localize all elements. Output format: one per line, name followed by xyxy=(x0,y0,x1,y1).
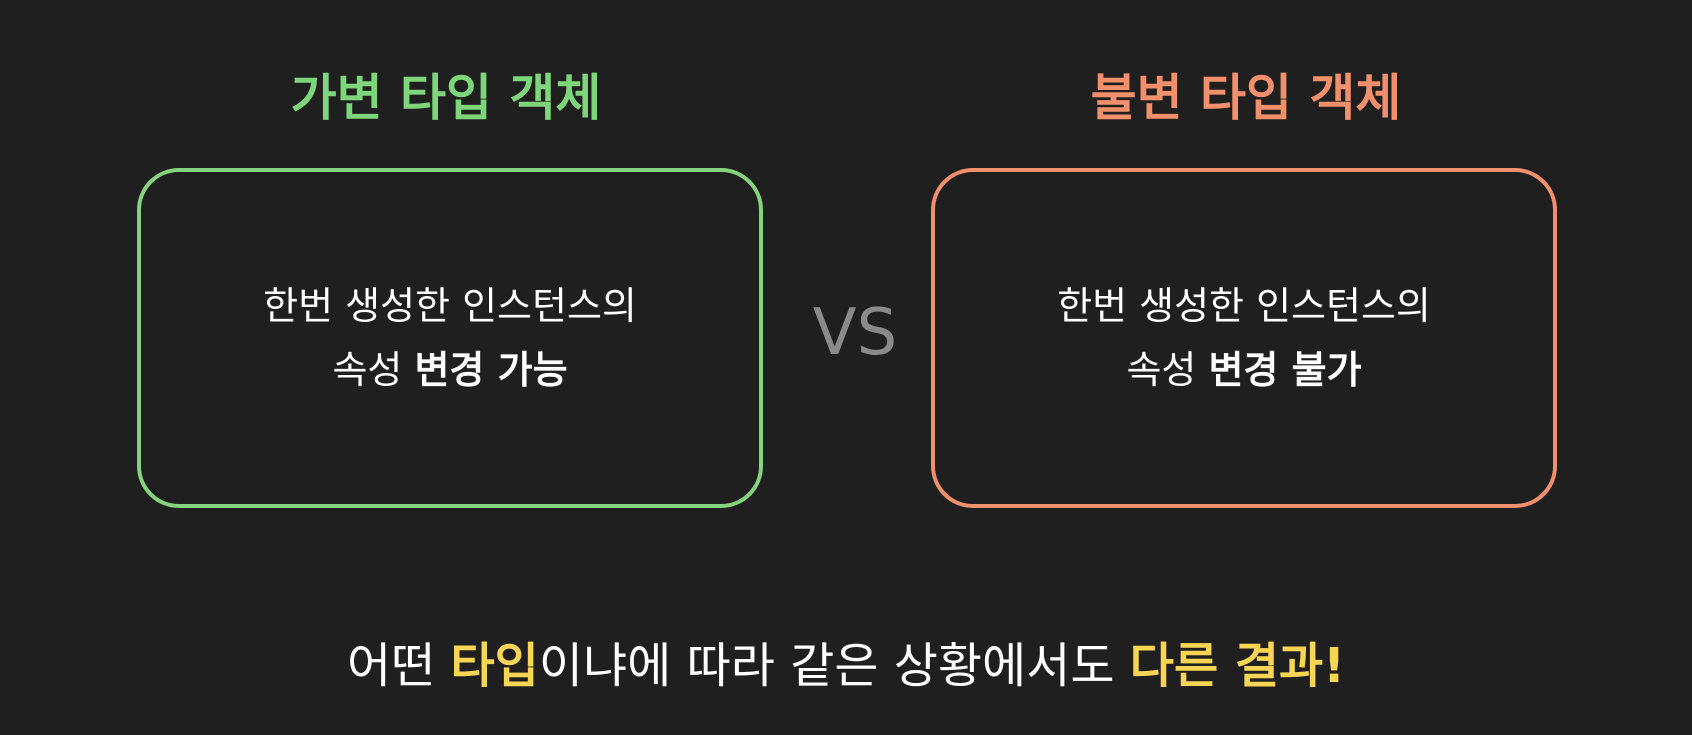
mutable-card: 한번 생성한 인스턴스의 속성 변경 가능 xyxy=(137,168,763,508)
immutable-card-line1: 한번 생성한 인스턴스의 xyxy=(1057,284,1431,328)
mutable-type-title: 가변 타입 객체 xyxy=(290,69,602,127)
immutable-card-line2-emphasis: 변경 불가 xyxy=(1208,348,1362,392)
caption-highlight-result: 다른 결과! xyxy=(1129,638,1346,694)
bottom-caption: 어떤 타입이냐에 따라 같은 상황에서도 다른 결과! xyxy=(0,626,1692,696)
caption-part2: 이냐에 따라 같은 상황에서도 xyxy=(538,638,1130,694)
immutable-card: 한번 생성한 인스턴스의 속성 변경 불가 xyxy=(931,168,1557,508)
immutable-type-title: 불변 타입 객체 xyxy=(1090,69,1402,127)
mutable-card-line1: 한번 생성한 인스턴스의 xyxy=(263,284,637,328)
mutable-card-line2-text: 속성 xyxy=(332,348,415,392)
caption-highlight-type: 타입 xyxy=(450,638,539,694)
immutable-card-line2: 속성 변경 불가 xyxy=(1126,338,1361,402)
vs-label: VS xyxy=(812,296,898,370)
mutable-card-line2-emphasis: 변경 가능 xyxy=(414,348,568,392)
caption-part1: 어떤 xyxy=(346,638,451,694)
mutable-card-line2: 속성 변경 가능 xyxy=(332,338,567,402)
immutable-card-line2-text: 속성 xyxy=(1126,348,1209,392)
